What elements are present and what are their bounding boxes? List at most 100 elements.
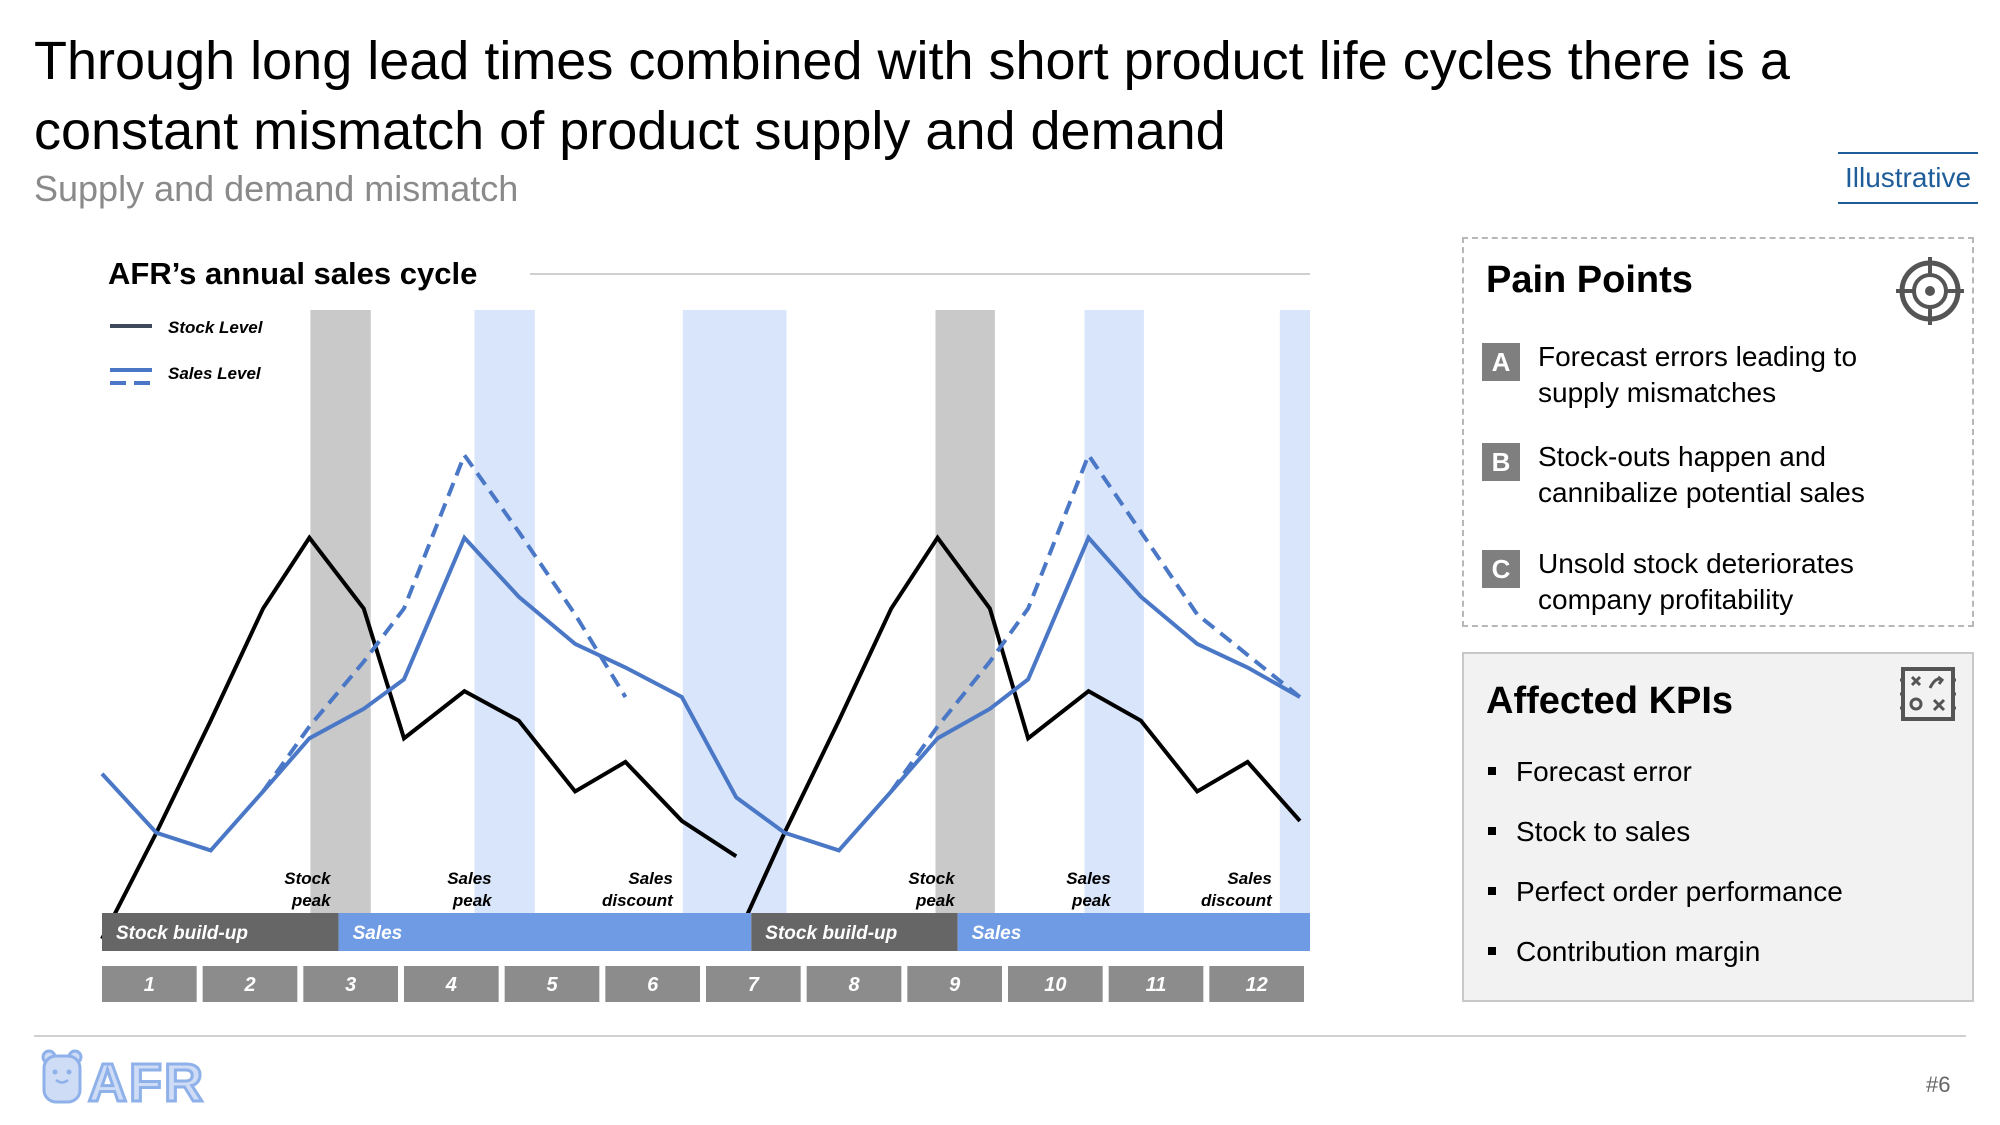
shaded-band-5: [1279, 310, 1310, 913]
month-tick-label: 4: [445, 974, 457, 996]
phase-label: Stock build-up: [765, 923, 897, 944]
shaded-band-4: [1084, 310, 1144, 913]
bullet-icon: [1488, 766, 1496, 775]
legend-label: Stock Level: [168, 318, 264, 337]
pain-point-c: C Unsold stock deteriorates company prof…: [1482, 546, 1962, 626]
phase-label: Sales: [972, 923, 1022, 944]
page-number: #6: [1926, 1072, 1951, 1097]
month-box: [1108, 966, 1204, 1002]
strategy-board-icon: [1900, 667, 1956, 721]
legend-label: Sales Level: [168, 364, 262, 383]
month-tick-label: 3: [345, 974, 356, 996]
bullet-icon: [1488, 886, 1496, 895]
chart-legend: Stock Level Sales Level: [110, 318, 264, 385]
kpi-label: Stock to sales: [1516, 816, 1691, 847]
annotation-label: discount: [1201, 891, 1273, 910]
shaded-band-2: [682, 310, 787, 913]
series-2: [261, 450, 1302, 793]
kpi-item: Forecast error: [1488, 756, 1692, 788]
page-subtitle: Supply and demand mismatch: [34, 168, 519, 209]
month-tick-label: 9: [949, 974, 961, 996]
kpi-label: Contribution margin: [1516, 936, 1761, 967]
kpi-item: Contribution margin: [1488, 936, 1760, 968]
shaded-band-1: [474, 310, 535, 913]
month-box: [907, 966, 1002, 1002]
month-box: [605, 966, 700, 1002]
month-tick-label: 10: [1044, 974, 1066, 996]
pain-points-panel: Pain Points A Forecast errors leading to…: [1462, 237, 1974, 627]
bullet-icon: [1488, 946, 1496, 955]
affected-kpis-panel: Affected KPIs Forecast error Stock to sa…: [1462, 652, 1974, 1002]
month-box: [706, 966, 801, 1002]
phase-bar-3: [957, 913, 1310, 951]
month-tick-label: 11: [1146, 974, 1167, 996]
annotation-label: peak: [291, 891, 332, 910]
annotation-label: Sales: [1227, 869, 1271, 888]
page-title: Through long lead times combined with sh…: [34, 31, 1790, 161]
pain-badge-b: B: [1482, 443, 1520, 481]
bear-logo-icon: [41, 1049, 83, 1104]
kpi-label: Forecast error: [1516, 756, 1692, 787]
pain-text-a: Forecast errors leading to supply mismat…: [1538, 339, 1958, 411]
chart-title: AFR’s annual sales cycle: [108, 256, 477, 291]
series-line-sales: [100, 534, 1301, 853]
pain-text-b-line1: Stock-outs happen and: [1538, 441, 1826, 472]
annotation-label: discount: [602, 891, 674, 910]
pain-point-b: B Stock-outs happen and cannibalize pote…: [1482, 439, 1962, 519]
month-box: [1209, 966, 1304, 1002]
phase-bar-2: [751, 913, 958, 951]
month-box: [1008, 966, 1103, 1002]
kpi-label: Perfect order performance: [1516, 876, 1843, 907]
pain-badge-a: A: [1482, 343, 1520, 381]
month-box: [404, 966, 499, 1002]
month-box: [202, 966, 298, 1002]
target-icon: [1896, 257, 1964, 325]
pain-text-b: Stock-outs happen and cannibalize potent…: [1538, 439, 1958, 511]
month-tick-label: 6: [647, 974, 659, 996]
logo-wordmark: AFR: [87, 1052, 205, 1115]
month-tick-label: 1: [144, 974, 155, 996]
pain-text-a-line2: supply mismatches: [1538, 377, 1777, 408]
month-box: [303, 966, 398, 1002]
month-tick-label: 7: [748, 974, 760, 996]
annotation-label: peak: [452, 891, 493, 910]
pain-text-a-line1: Forecast errors leading to: [1538, 341, 1858, 372]
phase-label: Sales: [353, 923, 403, 944]
footer-divider: [34, 1035, 1966, 1037]
series-0: [100, 534, 1302, 940]
pain-point-a: A Forecast errors leading to supply mism…: [1482, 339, 1962, 419]
shaded-band-0: [310, 310, 371, 913]
pain-text-c: Unsold stock deteriorates company profit…: [1538, 546, 1958, 618]
affected-kpis-title: Affected KPIs: [1486, 680, 1734, 722]
shaded-band-3: [935, 310, 995, 913]
series-line-stock-0: [100, 534, 738, 940]
month-box: [806, 966, 902, 1002]
month-box: [102, 966, 197, 1002]
annotation-label: Stock: [908, 869, 956, 888]
series-line-stock-1: [734, 534, 1302, 940]
phase-label: Stock build-up: [116, 923, 248, 944]
pain-text-b-line2: cannibalize potential sales: [1538, 477, 1865, 508]
series-line-dashed-0: [261, 450, 628, 793]
month-tick-label: 5: [546, 974, 558, 996]
illustrative-tag: Illustrative: [1838, 152, 1978, 204]
month-box: [504, 966, 600, 1002]
kpi-item: Perfect order performance: [1488, 876, 1843, 908]
pain-badge-c: C: [1482, 550, 1520, 588]
annotation-label: Sales: [628, 869, 672, 888]
annotation-label: Stock: [284, 869, 332, 888]
pain-text-c-line2: company profitability: [1538, 584, 1794, 615]
sales-cycle-chart: AFR’s annual sales cycle Stock Level Sales…: [100, 256, 1310, 1002]
pain-text-c-line1: Unsold stock deteriorates: [1538, 548, 1854, 579]
annotation-label: peak: [1071, 891, 1112, 910]
annotation-label: peak: [915, 891, 956, 910]
phase-bar-0: [102, 913, 339, 951]
series-line-dashed-1: [889, 450, 1302, 793]
series-1: [100, 534, 1301, 853]
month-tick-label: 2: [243, 974, 255, 996]
month-tick-label: 12: [1246, 974, 1268, 996]
pain-points-title: Pain Points: [1486, 259, 1693, 301]
bullet-icon: [1488, 826, 1496, 835]
phase-bar-1: [338, 913, 752, 951]
annotation-label: Sales: [1066, 869, 1110, 888]
